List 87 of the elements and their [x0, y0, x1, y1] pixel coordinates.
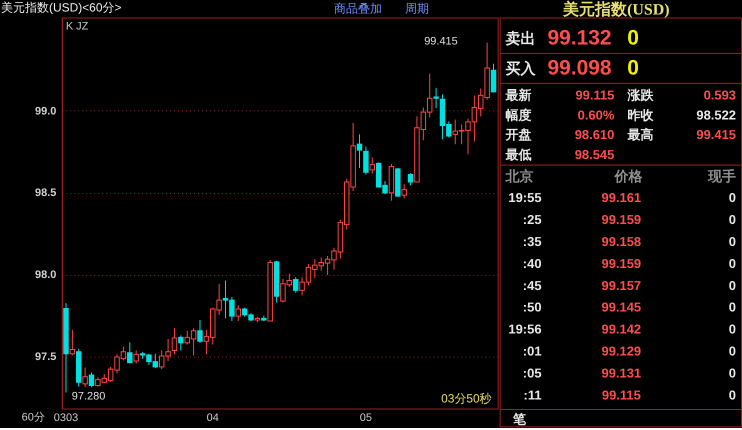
text: 0	[728, 234, 736, 249]
text: 0.60%	[578, 107, 615, 122]
text: :25	[522, 212, 542, 227]
text: 19:55	[508, 190, 542, 206]
text: :35	[522, 234, 542, 249]
text: 99.415	[696, 127, 736, 142]
text: 周期	[404, 2, 429, 16]
candlestick	[88, 372, 94, 388]
x-tick-label: 05	[360, 412, 372, 424]
text: 99.159	[602, 212, 642, 227]
text: 60分	[22, 411, 45, 424]
text: 0	[728, 322, 736, 337]
candlestick	[433, 87, 439, 109]
candlestick	[292, 276, 298, 294]
candlestick	[370, 156, 376, 174]
text: 0	[728, 256, 736, 271]
text: 98.522	[696, 107, 736, 122]
text: 98.545	[574, 147, 614, 162]
text: 开盘	[504, 127, 532, 142]
text: 0	[728, 366, 736, 381]
text: 买入	[506, 60, 537, 78]
candlestick	[127, 342, 133, 364]
candlestick	[363, 146, 369, 175]
candlestick	[401, 184, 407, 199]
candlestick	[236, 304, 242, 322]
text: 99.115	[602, 388, 641, 402]
text: 0	[627, 56, 639, 80]
text: 99.115	[575, 87, 614, 102]
candlestick	[178, 334, 184, 351]
text: 99.132	[548, 26, 612, 50]
candlestick	[356, 134, 362, 168]
text: 昨收	[627, 107, 654, 122]
text: :11	[524, 388, 542, 402]
text: 0	[728, 344, 736, 359]
text: 笔	[512, 411, 528, 426]
annotation: 99.415	[424, 35, 458, 48]
y-tick-label: 98.5	[34, 187, 56, 200]
text: 北京	[504, 168, 534, 184]
text: 最高	[626, 127, 654, 142]
text: 卖出	[506, 30, 536, 48]
text: 商品叠加	[334, 2, 382, 16]
y-tick-label: 97.5	[34, 351, 56, 364]
text: :50	[522, 300, 542, 315]
text: 98.610	[574, 127, 614, 142]
text: 99.159	[602, 256, 642, 271]
annotation: K JZ	[66, 20, 89, 32]
text: 99.098	[548, 56, 612, 80]
x-tick-label: 04	[206, 412, 219, 424]
y-tick-label: 99.0	[34, 105, 56, 118]
text: 0	[728, 190, 736, 206]
candlestick	[172, 328, 178, 355]
text: 最低	[504, 147, 532, 162]
annotation: 97.280	[72, 390, 106, 402]
x-tick-label: 0303	[54, 412, 78, 424]
text: 99.129	[602, 344, 642, 359]
text: 0	[627, 26, 639, 50]
y-tick-label: 98.0	[34, 269, 56, 282]
text: 99.131	[602, 366, 642, 381]
text: 幅度	[506, 107, 532, 122]
text: 涨跌	[626, 87, 654, 102]
text: 99.145	[602, 300, 642, 315]
text: 0	[728, 388, 736, 402]
text: :01	[522, 344, 542, 359]
text: 0	[728, 278, 736, 293]
candlestick	[490, 63, 496, 93]
text: :45	[522, 278, 542, 293]
text: :40	[522, 256, 542, 271]
text: 0	[728, 300, 736, 315]
text: 0	[728, 212, 736, 227]
candlestick	[133, 350, 139, 364]
annotation: 03分50秒	[441, 391, 492, 406]
text: 99.157	[602, 278, 642, 293]
text: 最新	[504, 87, 532, 102]
candlestick	[197, 319, 203, 344]
text: 19:56	[508, 322, 542, 337]
text: 99.142	[602, 322, 642, 337]
candlestick	[82, 367, 88, 388]
text: :05	[522, 366, 542, 381]
chart-title: 美元指数(USD)<60分>	[0, 0, 122, 15]
text: 99.158	[602, 234, 642, 249]
candlestick	[70, 329, 76, 356]
text: 99.161	[602, 190, 642, 206]
text: 0.593	[704, 87, 736, 102]
candlestick	[408, 172, 414, 186]
text: 价格	[613, 168, 644, 184]
text: 美元指数(USD)	[562, 0, 670, 19]
text: 现手	[707, 168, 736, 184]
